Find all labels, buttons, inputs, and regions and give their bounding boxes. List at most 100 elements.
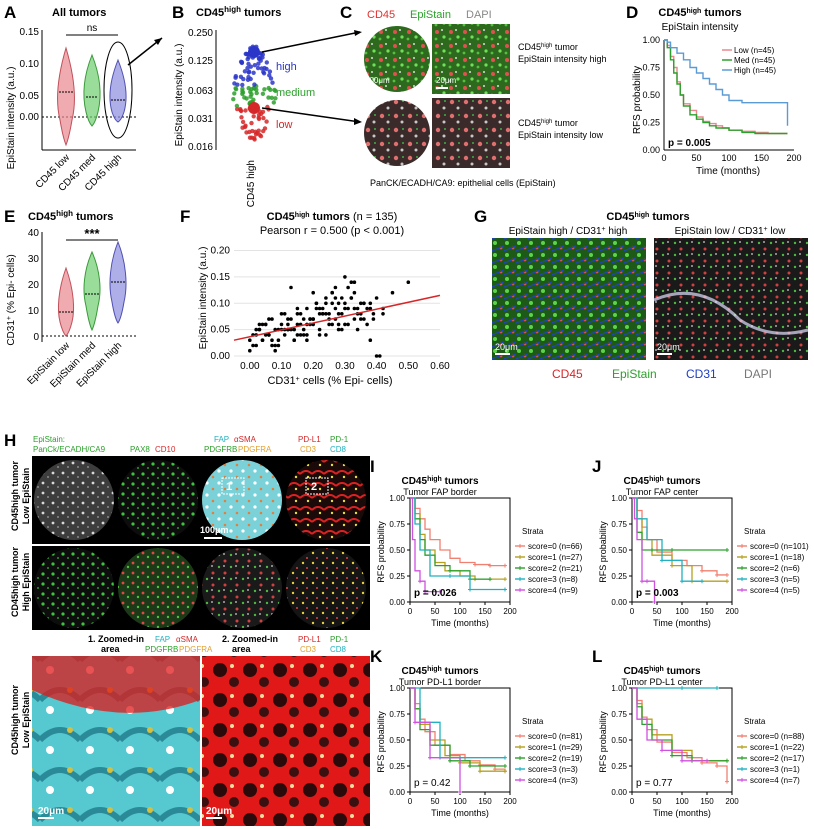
panel-b-point bbox=[254, 87, 259, 93]
km-xtick-label: 50 bbox=[431, 607, 440, 616]
scatter-point bbox=[254, 343, 258, 348]
scatter-point bbox=[305, 333, 309, 337]
km-ytick-label: 0.75 bbox=[389, 710, 405, 719]
panel-b-arrow-head bbox=[354, 118, 362, 125]
km-strata-title: Strata bbox=[522, 717, 544, 726]
panel-d-ylabel: RFS probability bbox=[632, 66, 643, 134]
scatter-point bbox=[374, 354, 379, 358]
scatter-point bbox=[320, 306, 325, 311]
km-strata-title: Strata bbox=[744, 717, 766, 726]
km-series-line bbox=[632, 497, 702, 582]
panel-g-scale-label: 20μm bbox=[495, 342, 518, 352]
panel-b-ylabel: EpiStain intensity (a.u.) bbox=[174, 44, 185, 147]
scatter-point bbox=[308, 317, 312, 321]
scatter-point bbox=[251, 343, 255, 348]
km-legend-label: score=4 (n=3) bbox=[528, 776, 578, 785]
km-subtitle: Tumor PD-L1 center bbox=[621, 677, 702, 687]
km-xtick-label: 200 bbox=[503, 607, 517, 616]
panel-h-zoom-scale-label: 20μm bbox=[38, 806, 64, 817]
panel-c-row2-label: CD45high tumor bbox=[518, 118, 578, 128]
km-xtick-label: 50 bbox=[653, 607, 662, 616]
km-legend-label: High (n=45) bbox=[734, 66, 776, 75]
panel-b-point bbox=[240, 119, 246, 125]
scatter-point bbox=[381, 312, 385, 316]
panel-d-subtitle: EpiStain intensity bbox=[662, 22, 739, 33]
panel-h-zoom2-cd8: CD8 bbox=[330, 645, 347, 654]
km-xtick-label: 100 bbox=[721, 153, 736, 163]
km-subtitle: Tumor PD-L1 border bbox=[399, 677, 481, 687]
km-xtick-label: 150 bbox=[478, 797, 492, 806]
km-ytick-label: 0.50 bbox=[611, 736, 627, 745]
km-strata-title: Strata bbox=[522, 527, 544, 536]
km-legend-label: score=4 (n=7) bbox=[750, 776, 800, 785]
panel-b-highlight-point bbox=[248, 46, 260, 58]
scatter-point bbox=[340, 296, 344, 300]
panel-b-ytick: 0.250 bbox=[188, 28, 213, 39]
panel-letter: L bbox=[592, 647, 602, 666]
panel-h-col4-cd8: CD8 bbox=[330, 445, 347, 454]
panel-b-letter: B bbox=[172, 3, 184, 22]
km-legend-label: score=2 (n=21) bbox=[528, 564, 583, 573]
panel-b-point bbox=[261, 128, 266, 134]
panel-b-ytick: 0.063 bbox=[188, 86, 213, 97]
km-legend-label: score=3 (n=3) bbox=[528, 765, 578, 774]
panel-c: C CD45 EpiStain DAPI 100μm 20μm CD45high… bbox=[340, 3, 607, 188]
panel-b-title: CD45high tumors bbox=[196, 5, 281, 20]
panel-h-zoom2-cd3: CD3 bbox=[300, 645, 317, 654]
panel-h-zoom1-fap: FAP bbox=[155, 635, 170, 644]
km-ytick-label: 0.00 bbox=[642, 145, 660, 155]
panel-b-point bbox=[240, 82, 245, 88]
scatter-point bbox=[317, 333, 322, 337]
km-legend-label: score=3 (n=8) bbox=[528, 575, 578, 584]
scatter-xtick-label: 0.10 bbox=[272, 361, 292, 372]
panel-a-ytick: 0.05 bbox=[20, 91, 40, 102]
scatter-point bbox=[314, 301, 319, 306]
panel-e-title: CD45high tumors bbox=[28, 209, 113, 224]
panel-h-row2-label: High EpiStain bbox=[21, 553, 31, 612]
km-ytick-label: 0.75 bbox=[642, 63, 660, 73]
panel-c-zoom-low bbox=[432, 98, 510, 168]
panel-c-channel-dapi: DAPI bbox=[466, 9, 492, 21]
panel-letter: J bbox=[592, 457, 601, 476]
km-xtick-label: 200 bbox=[786, 153, 801, 163]
panel-b-level-high: high bbox=[276, 61, 297, 73]
panel-h-core-pax8-low bbox=[118, 460, 198, 540]
panel-b-point bbox=[267, 73, 272, 78]
km-title: CD45high tumors bbox=[623, 666, 700, 678]
km-legend-label: score=0 (n=66) bbox=[528, 542, 583, 551]
km-series-line bbox=[410, 497, 440, 593]
panel-b-point bbox=[233, 75, 238, 80]
panel-b-beeswarm bbox=[231, 44, 278, 142]
km-legend-label: score=1 (n=27) bbox=[528, 553, 583, 562]
panel-g-image-high bbox=[492, 238, 646, 360]
km-ytick-label: 1.00 bbox=[611, 684, 627, 693]
panel-h-row3-label: CD45high tumor bbox=[10, 685, 20, 755]
km-legend-label: score=0 (n=88) bbox=[750, 732, 805, 741]
km-ytick-label: 0.50 bbox=[642, 90, 660, 100]
panel-a-ytick: 0.15 bbox=[20, 27, 40, 38]
panel-f-scatter: 0.20 0.15 0.10 0.05 0.00 0.00 0.10 0.20 0.30 0.40… bbox=[211, 246, 451, 372]
scatter-point bbox=[270, 343, 274, 348]
scatter-point bbox=[301, 333, 306, 337]
scatter-point bbox=[289, 285, 293, 290]
scatter-ytick-label: 0.10 bbox=[211, 298, 231, 309]
scatter-point bbox=[295, 306, 300, 311]
km-ytick-label: 1.00 bbox=[611, 494, 627, 503]
scatter-point bbox=[336, 322, 341, 327]
panel-b-point bbox=[242, 69, 248, 74]
panel-h-col2-a: PAX8 bbox=[130, 445, 150, 454]
km-xtick-label: 100 bbox=[453, 797, 467, 806]
panel-c-core-low bbox=[364, 100, 430, 166]
panel-b-point bbox=[251, 70, 256, 76]
scatter-point bbox=[359, 317, 363, 321]
scatter-point bbox=[295, 312, 300, 316]
scatter-point bbox=[352, 317, 357, 321]
km-xtick-label: 0 bbox=[408, 607, 413, 616]
scatter-point bbox=[327, 322, 331, 327]
scatter-point bbox=[333, 306, 338, 311]
km-title: CD45high tumors bbox=[623, 476, 700, 488]
panel-h-core-epistain-high bbox=[34, 548, 114, 628]
km-ytick-label: 0.75 bbox=[611, 520, 627, 529]
panel-b-level-low: low bbox=[276, 119, 293, 131]
